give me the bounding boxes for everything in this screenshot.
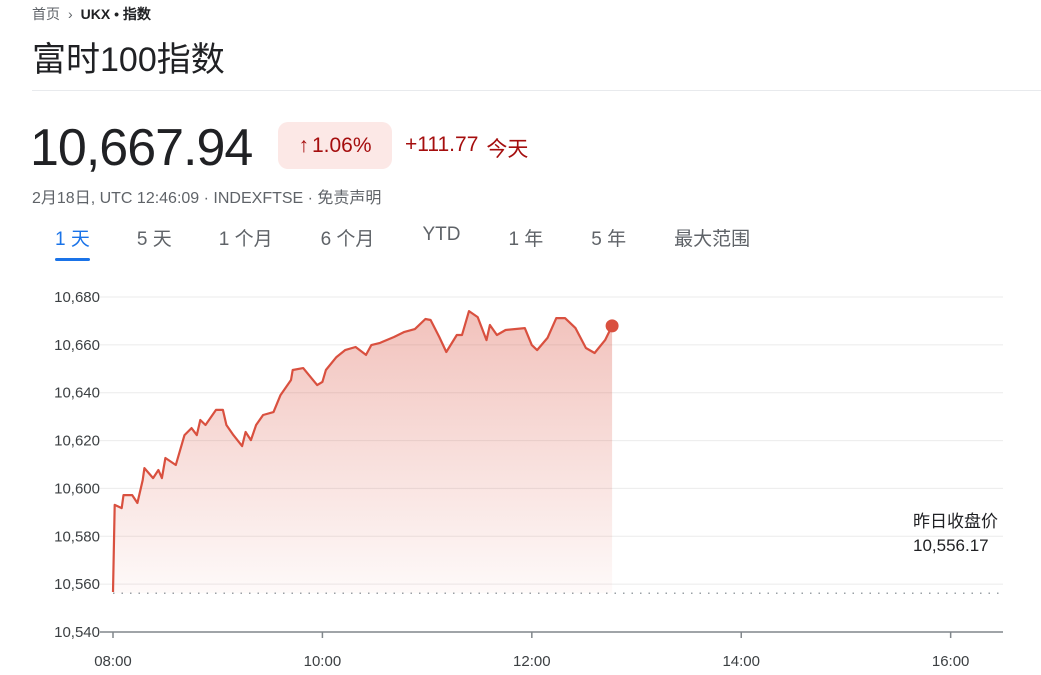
quote-meta: 2月18日, UTC 12:46:09 · INDEXFTSE · 免责声明 (32, 190, 382, 207)
change-value: +111.77 (405, 133, 479, 156)
y-tick-label: 10,600 (54, 480, 100, 497)
y-tick-label: 10,640 (54, 385, 100, 402)
chevron-right-icon: › (68, 6, 73, 22)
breadcrumb-current: UKX • 指数 (80, 6, 151, 22)
previous-close-value: 10,556.17 (913, 536, 989, 555)
tab-max[interactable]: 最大范围 (674, 229, 751, 250)
x-tick-label: 16:00 (932, 653, 970, 670)
current-price: 10,667.94 (30, 119, 253, 177)
tab-1d[interactable]: 1 天 (55, 224, 90, 261)
x-tick-label: 12:00 (513, 653, 551, 670)
price-line (111, 310, 614, 593)
y-tick-label: 10,620 (54, 433, 100, 450)
tab-1y[interactable]: 1 年 (508, 229, 544, 250)
tab-1m[interactable]: 1 个月 (218, 229, 273, 250)
y-tick-label: 10,660 (54, 337, 100, 354)
page-title: 富时100指数 (32, 41, 225, 79)
y-tick-label: 10,540 (54, 624, 100, 641)
previous-close-label: 昨日收盘价 10,556.17 (913, 510, 1008, 558)
x-tick-label: 14:00 (722, 653, 760, 670)
x-tick-label: 10:00 (304, 653, 342, 670)
tab-ytd[interactable]: YTD (422, 224, 461, 245)
tab-5d[interactable]: 5 天 (136, 229, 172, 250)
y-tick-label: 10,680 (54, 289, 100, 306)
change-percent-badge: ↑ 1.06% (278, 122, 392, 169)
divider (32, 90, 1041, 91)
x-tick-label: 08:00 (94, 653, 132, 670)
previous-close-title: 昨日收盘价 (913, 512, 998, 531)
breadcrumb: 首页 › UKX • 指数 (32, 4, 151, 24)
breadcrumb-home-link[interactable]: 首页 (32, 6, 60, 22)
y-tick-label: 10,560 (54, 576, 100, 593)
tab-6m[interactable]: 6 个月 (320, 229, 375, 250)
price-area-fill (113, 311, 613, 594)
change-absolute: +111.77 今天 (405, 133, 528, 163)
y-tick-label: 10,580 (54, 528, 100, 545)
change-period: 今天 (486, 138, 529, 161)
arrow-up-icon: ↑ (298, 133, 309, 157)
tab-5y[interactable]: 5 年 (591, 229, 627, 250)
current-price-marker (605, 319, 619, 333)
range-tabs: 1 天 5 天 1 个月 6 个月 YTD 1 年 5 年 最大范围 (55, 224, 751, 261)
change-percent: 1.06% (311, 133, 372, 157)
